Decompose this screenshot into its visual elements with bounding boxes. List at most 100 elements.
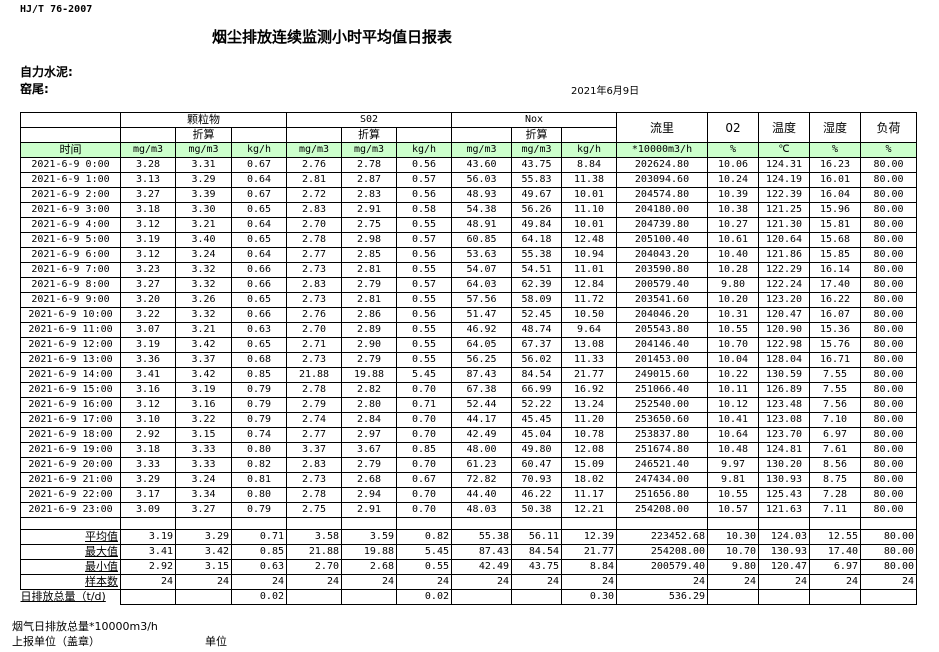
value-cell: 58.09 (511, 292, 562, 308)
summary-value: 43.75 (511, 559, 562, 575)
value-cell: 0.67 (231, 157, 287, 173)
value-cell: 0.79 (231, 412, 287, 428)
header-converted: 折算 (175, 127, 232, 143)
value-cell: 2.73 (286, 352, 342, 368)
value-cell: 8.84 (561, 157, 617, 173)
table-row: 2021-6-9 7:00 3.23 3.32 0.66 2.73 2.81 0.55 54.… (20, 262, 917, 278)
header-so2: S02 (286, 112, 452, 128)
summary-value: 56.11 (511, 529, 562, 545)
summary-value: 24 (120, 574, 176, 590)
value-cell: 10.40 (707, 247, 759, 263)
table-row: 2021-6-9 19:00 3.18 3.33 0.80 3.37 3.67 0.85 48… (20, 442, 917, 458)
time-cell: 2021-6-9 10:00 (20, 307, 121, 323)
unit-cell: mg/m3 (286, 142, 342, 158)
summary-value: 80.00 (860, 544, 917, 560)
value-cell: 3.31 (175, 157, 232, 173)
value-cell: 205543.80 (616, 322, 708, 338)
value-cell: 3.07 (120, 322, 176, 338)
value-cell: 0.56 (396, 157, 452, 173)
value-cell: 2.75 (341, 217, 397, 233)
value-cell: 254208.00 (616, 502, 708, 518)
value-cell: 2.79 (341, 457, 397, 473)
value-cell: 2.73 (286, 472, 342, 488)
value-cell: 10.24 (707, 172, 759, 188)
value-cell: 249015.60 (616, 367, 708, 383)
value-cell: 204180.00 (616, 202, 708, 218)
value-cell: 2.80 (341, 397, 397, 413)
value-cell: 0.55 (396, 217, 452, 233)
value-cell: 124.19 (758, 172, 810, 188)
value-cell: 0.82 (231, 457, 287, 473)
value-cell: 3.33 (120, 457, 176, 473)
value-cell: 16.92 (561, 382, 617, 398)
summary-value: 87.43 (451, 544, 512, 560)
value-cell: 12.08 (561, 442, 617, 458)
value-cell: 0.70 (396, 487, 452, 503)
summary-value: 24 (286, 574, 342, 590)
value-cell: 54.38 (451, 202, 512, 218)
value-cell: 2.79 (341, 277, 397, 293)
summary-value (120, 589, 176, 605)
summary-value (451, 589, 512, 605)
summary-value: 3.41 (120, 544, 176, 560)
summary-value (175, 589, 232, 605)
summary-value: 3.58 (286, 529, 342, 545)
time-cell: 2021-6-9 19:00 (20, 442, 121, 458)
value-cell: 10.55 (707, 487, 759, 503)
value-cell: 0.79 (231, 397, 287, 413)
value-cell: 55.83 (511, 172, 562, 188)
blank-cell (809, 517, 861, 530)
value-cell: 80.00 (860, 382, 917, 398)
value-cell: 80.00 (860, 442, 917, 458)
unit-cell: mg/m3 (451, 142, 512, 158)
value-cell: 16.14 (809, 262, 861, 278)
value-cell: 3.42 (175, 337, 232, 353)
value-cell: 203094.60 (616, 172, 708, 188)
time-cell: 2021-6-9 1:00 (20, 172, 121, 188)
value-cell: 3.19 (120, 337, 176, 353)
value-cell: 56.02 (511, 352, 562, 368)
value-cell: 2.73 (286, 292, 342, 308)
summary-value (809, 589, 861, 605)
value-cell: 3.34 (175, 487, 232, 503)
value-cell: 10.12 (707, 397, 759, 413)
flue-gas-total-label: 烟气日排放总量*10000m3/h (12, 620, 158, 633)
value-cell: 87.43 (451, 367, 512, 383)
value-cell: 120.64 (758, 232, 810, 248)
value-cell: 3.37 (286, 442, 342, 458)
header-blank (231, 127, 287, 143)
summary-label: 最小值 (20, 559, 121, 575)
value-cell: 80.00 (860, 367, 917, 383)
summary-value: 0.30 (561, 589, 617, 605)
value-cell: 2.83 (286, 202, 342, 218)
table-row: 2021-6-9 14:00 3.41 3.42 0.85 21.88 19.88 5.45… (20, 367, 917, 383)
time-cell: 2021-6-9 14:00 (20, 367, 121, 383)
header-blank (120, 127, 176, 143)
summary-row: 样本数 24 24 24 24 24 24 24 24 24 24 24 24 24 24 (20, 574, 917, 590)
value-cell: 0.57 (396, 232, 452, 248)
value-cell: 80.00 (860, 232, 917, 248)
time-cell: 2021-6-9 4:00 (20, 217, 121, 233)
value-cell: 3.40 (175, 232, 232, 248)
value-cell: 80.00 (860, 352, 917, 368)
value-cell: 3.32 (175, 307, 232, 323)
value-cell: 3.42 (175, 367, 232, 383)
table-row: 2021-6-9 8:00 3.27 3.32 0.66 2.83 2.79 0.57 64.… (20, 277, 917, 293)
table-row: 2021-6-9 20:00 3.33 3.33 0.82 2.83 2.79 0.70 61… (20, 457, 917, 473)
time-cell: 2021-6-9 18:00 (20, 427, 121, 443)
value-cell: 2.70 (286, 217, 342, 233)
value-cell: 2.83 (286, 277, 342, 293)
value-cell: 9.81 (707, 472, 759, 488)
value-cell: 10.01 (561, 187, 617, 203)
value-cell: 54.51 (511, 262, 562, 278)
blank-cell (451, 517, 512, 530)
report-table: 颗粒物 S02 Nox 流里 02 温度 湿度 负荷 折算 折算 折算 时间 m… (20, 112, 917, 605)
value-cell: 3.12 (120, 397, 176, 413)
value-cell: 3.32 (175, 262, 232, 278)
value-cell: 42.49 (451, 427, 512, 443)
value-cell: 46.92 (451, 322, 512, 338)
value-cell: 10.22 (707, 367, 759, 383)
value-cell: 0.65 (231, 292, 287, 308)
value-cell: 80.00 (860, 217, 917, 233)
summary-row: 最小值 2.92 3.15 0.63 2.70 2.68 0.55 42.49 43.75 8.8… (20, 559, 917, 575)
